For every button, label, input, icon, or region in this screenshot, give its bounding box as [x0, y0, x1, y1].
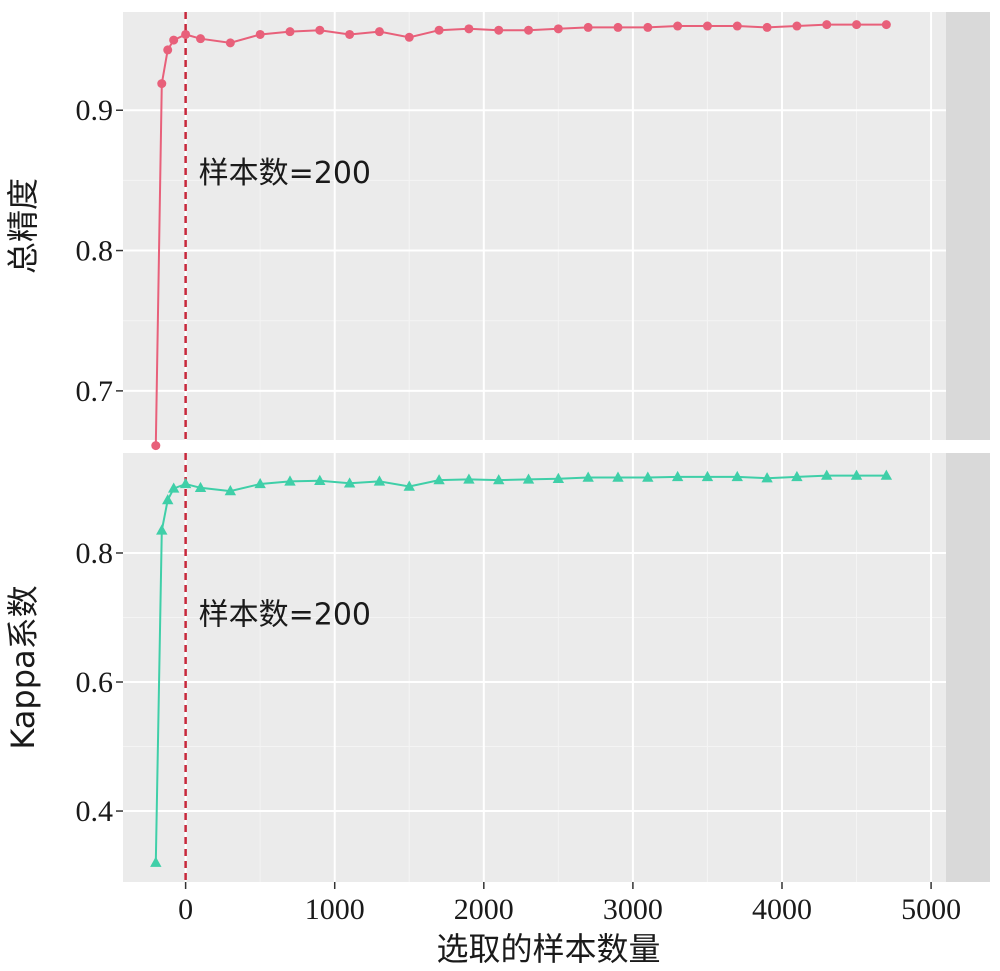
- data-point: [761, 472, 773, 483]
- data-point: [732, 21, 742, 31]
- data-point: [582, 471, 594, 482]
- data-point: [642, 471, 654, 482]
- data-point: [225, 38, 235, 48]
- data-point: [224, 485, 237, 496]
- y-axis-title: 总精度: [4, 178, 42, 274]
- data-point: [791, 470, 803, 482]
- x-tick-label: 5000: [901, 893, 961, 926]
- x-tick-label: 1000: [305, 893, 365, 926]
- x-tick-label: 3000: [603, 893, 663, 926]
- data-point: [403, 480, 415, 491]
- data-point: [163, 45, 173, 55]
- panel-1: 0.7 0.8 0.9 总精度 样本数=200: [4, 12, 990, 451]
- data-point: [343, 477, 356, 488]
- data-point: [433, 474, 445, 485]
- data-point: [345, 29, 355, 39]
- annotation-label: 样本数=200: [199, 156, 371, 191]
- y-tick-label: 0.6: [76, 666, 114, 699]
- data-point: [731, 470, 743, 482]
- y-tick-label: 0.8: [76, 235, 114, 268]
- data-point: [151, 441, 161, 451]
- data-point: [552, 472, 565, 484]
- data-point: [850, 469, 863, 480]
- data-point: [169, 35, 179, 45]
- data-point: [167, 482, 180, 493]
- data-point: [150, 856, 162, 867]
- data-point: [314, 474, 326, 485]
- data-point: [493, 474, 505, 485]
- panel-2: 0.4 0.6 0.8 Kappa系数 样本数=200: [4, 453, 990, 882]
- data-point: [162, 494, 174, 505]
- data-point: [196, 34, 206, 44]
- data-point: [880, 469, 893, 480]
- data-point: [255, 29, 265, 39]
- panel-background: [123, 453, 946, 882]
- data-point: [463, 473, 475, 484]
- data-point: [194, 481, 207, 493]
- annotation-label: 样本数=200: [199, 598, 371, 633]
- panel-background: [123, 12, 946, 440]
- data-point: [157, 79, 167, 89]
- data-point: [254, 477, 266, 489]
- data-point: [524, 25, 534, 35]
- x-tick-label: 4000: [752, 893, 812, 926]
- data-point: [373, 475, 386, 486]
- data-point: [613, 22, 623, 32]
- x-tick-label: 0: [178, 893, 193, 926]
- data-point: [522, 473, 535, 484]
- x-axis-title: 选取的样本数量: [436, 930, 660, 968]
- data-point: [821, 469, 833, 480]
- data-point: [179, 477, 192, 489]
- data-point: [643, 22, 653, 32]
- x-axis: 0 1000 2000 3000 4000 5000 选取的样本数量: [178, 882, 961, 968]
- data-point: [404, 32, 414, 42]
- data-point: [181, 29, 191, 39]
- data-point: [702, 21, 712, 31]
- data-point: [673, 21, 683, 31]
- data-point: [701, 470, 714, 482]
- data-point: [612, 471, 624, 482]
- facet-strip: [946, 12, 990, 440]
- data-point: [464, 24, 474, 34]
- data-point: [285, 27, 295, 37]
- data-point: [583, 22, 593, 32]
- y-tick-label: 0.9: [76, 94, 114, 127]
- y-tick-label: 0.4: [76, 795, 114, 828]
- y-axis-title: Kappa系数: [4, 585, 42, 749]
- y-tick-label: 0.8: [76, 537, 114, 570]
- y-tick-label: 0.7: [76, 375, 114, 408]
- data-point: [881, 20, 891, 30]
- x-tick-label: 2000: [454, 893, 514, 926]
- data-point: [852, 20, 862, 30]
- data-point: [553, 24, 563, 34]
- data-point: [792, 21, 802, 31]
- data-point: [671, 470, 684, 482]
- facet-strip: [946, 453, 990, 882]
- data-point: [284, 475, 296, 486]
- data-point: [822, 20, 832, 30]
- data-point: [762, 22, 772, 32]
- data-point: [434, 25, 444, 35]
- data-point: [156, 524, 168, 535]
- data-point: [494, 25, 504, 35]
- data-point: [374, 27, 384, 37]
- data-point: [315, 25, 325, 35]
